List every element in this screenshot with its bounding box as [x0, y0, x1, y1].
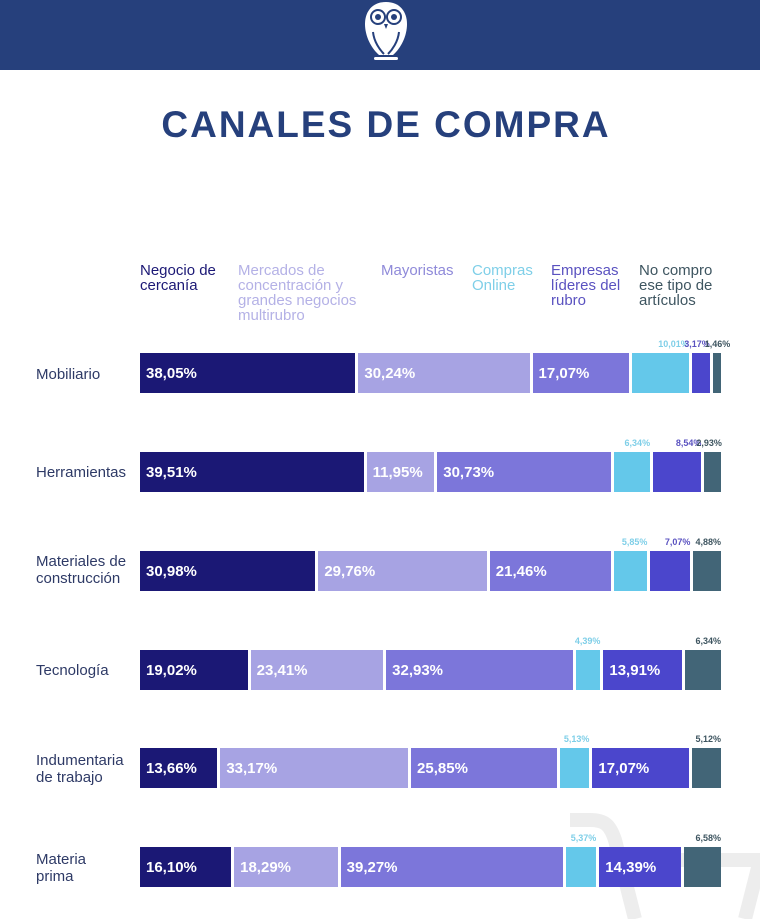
bar-segment: 25,85%: [411, 748, 558, 788]
legend-item: Negocio de cercanía: [140, 262, 216, 294]
data-label: 5,85%: [621, 537, 648, 547]
data-label: 39,51%: [146, 463, 197, 481]
bar-segment: [565, 847, 597, 887]
data-label: 10,01%: [658, 339, 689, 349]
data-label: 19,02%: [146, 661, 197, 679]
bar-segment: [614, 452, 651, 492]
data-label: 4,88%: [695, 537, 721, 547]
bar-segment: 30,98%: [140, 551, 316, 591]
bar-segment: [692, 748, 721, 788]
data-label: 32,93%: [392, 661, 444, 679]
data-label: 5,37%: [570, 833, 597, 843]
data-label: 21,46%: [495, 562, 547, 580]
data-label: 25,85%: [417, 759, 468, 777]
category-label: Materia prima: [36, 851, 87, 885]
legend-item: Compras Online: [472, 262, 533, 294]
bar-segment: 23,41%: [250, 650, 384, 690]
data-label: 8,54%: [675, 438, 702, 448]
bar-segment: [650, 551, 691, 591]
data-label: 18,29%: [240, 858, 291, 876]
header-bar: [0, 0, 760, 70]
bar-segment: 30,73%: [437, 452, 612, 492]
bar-segment: 19,02%: [140, 650, 248, 690]
data-label: 39,27%: [346, 858, 398, 876]
bar-segment: 18,29%: [234, 847, 338, 887]
bar-segment: [704, 452, 721, 492]
bar-segment: [712, 353, 721, 393]
data-label: 13,91%: [609, 661, 661, 679]
data-label: 29,76%: [324, 562, 376, 580]
bar-segment: [685, 650, 721, 690]
category-label: Mobiliario: [36, 366, 101, 383]
data-label: 17,07%: [538, 364, 590, 382]
bar-segment: [693, 551, 721, 591]
data-label: 4,39%: [574, 636, 601, 646]
category-label: Materiales de construcción: [36, 553, 127, 587]
data-label: 6,34%: [695, 636, 721, 646]
bar-segment: 13,91%: [603, 650, 683, 690]
bar-segment: [691, 353, 710, 393]
page-title: CANALES DE COMPRA: [161, 104, 611, 145]
data-label: 5,12%: [695, 734, 721, 744]
data-label: 6,34%: [624, 438, 651, 448]
bar-segment: 39,51%: [140, 452, 364, 492]
bar-segment: 16,10%: [140, 847, 232, 887]
category-label: Tecnología: [36, 662, 109, 679]
data-label: 38,05%: [146, 364, 197, 382]
bar-segment: [653, 452, 702, 492]
bar-segment: 17,07%: [592, 748, 689, 788]
legend-item: Mayoristas: [381, 262, 454, 279]
bar-segment: 32,93%: [386, 650, 573, 690]
bar-segment: 30,24%: [358, 353, 530, 393]
bar-segment: [575, 650, 601, 690]
legend-item: No compro ese tipo de artículos: [639, 262, 713, 309]
legend-item: Empresas líderes del rubro: [551, 262, 621, 309]
data-label: 13,66%: [146, 759, 197, 777]
bar-segment: 17,07%: [532, 353, 630, 393]
bar-segment: [560, 748, 590, 788]
data-label: 1,46%: [704, 339, 731, 349]
bar-segment: 38,05%: [140, 353, 356, 393]
bar-segment: [632, 353, 689, 393]
data-label: 2,93%: [696, 438, 722, 448]
data-label: 17,07%: [598, 759, 650, 777]
data-label: 33,17%: [226, 759, 278, 777]
bar-segment: [683, 847, 721, 887]
data-label: 3,17%: [684, 339, 710, 349]
bar-segment: 39,27%: [340, 847, 563, 887]
data-label: 5,13%: [563, 734, 590, 744]
bar-segment: 11,95%: [366, 452, 435, 492]
bar-segment: 29,76%: [318, 551, 487, 591]
owl-logo-icon: [365, 2, 407, 60]
data-label: 30,98%: [146, 562, 197, 580]
bar-segment: 14,39%: [599, 847, 681, 887]
category-label: Herramientas: [36, 464, 127, 481]
category-label: Indumentaria de trabajo: [36, 752, 124, 786]
data-label: 23,41%: [256, 661, 308, 679]
data-label: 30,73%: [443, 463, 495, 481]
data-label: 16,10%: [146, 858, 197, 876]
data-label: 6,58%: [695, 833, 721, 843]
bar-segment: 33,17%: [220, 748, 409, 788]
bar-segment: 13,66%: [140, 748, 218, 788]
bar-segment: [614, 551, 648, 591]
data-label: 7,07%: [664, 537, 691, 547]
data-label: 30,24%: [364, 364, 416, 382]
bar-segment: 21,46%: [489, 551, 612, 591]
data-label: 11,95%: [372, 463, 423, 481]
legend-item: Mercados de concentración y grandes nego…: [238, 262, 357, 324]
data-label: 14,39%: [605, 858, 657, 876]
